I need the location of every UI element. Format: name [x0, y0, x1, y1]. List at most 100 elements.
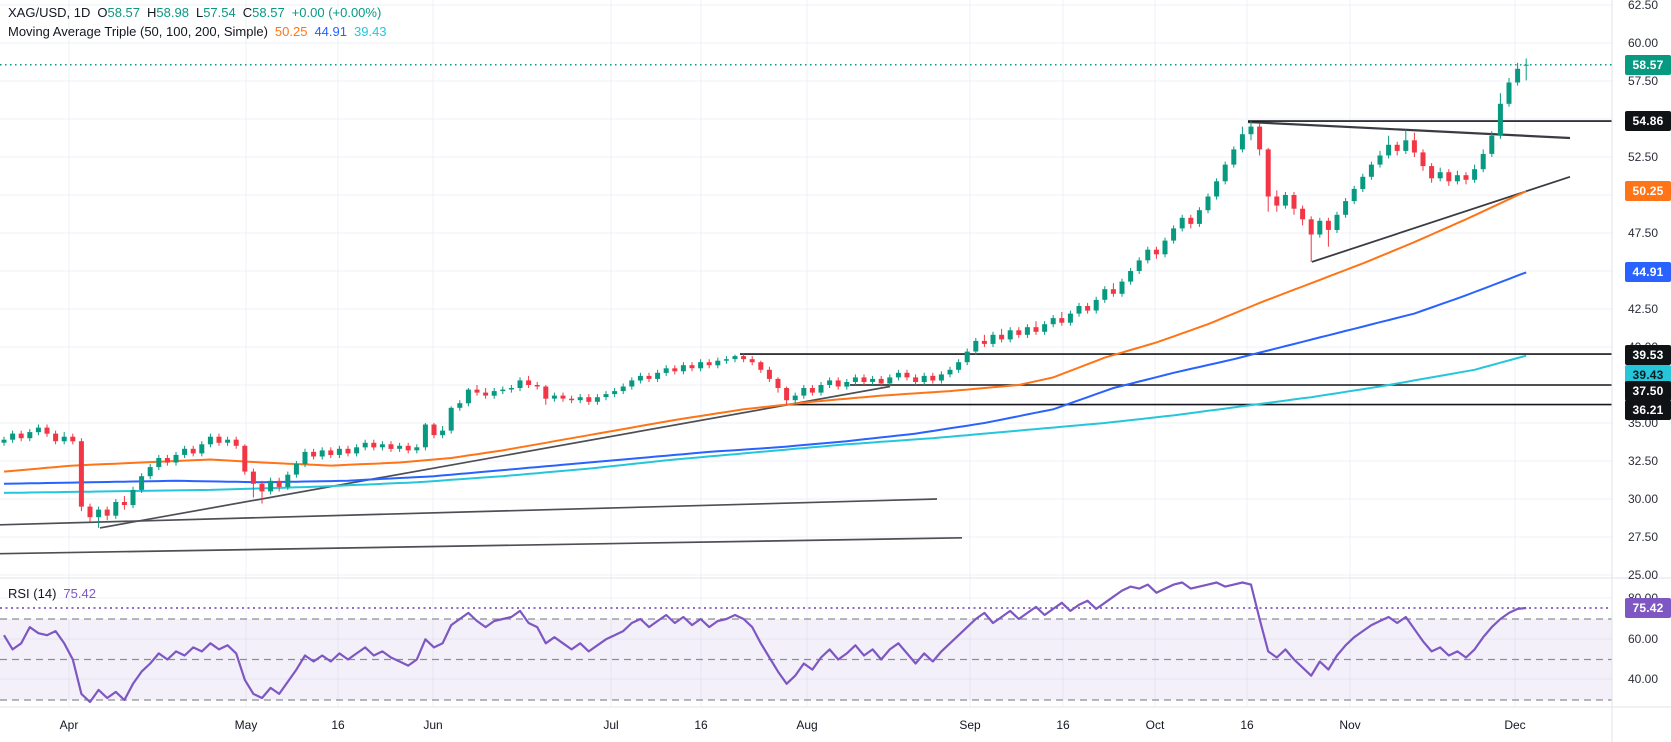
candle: [491, 391, 497, 396]
candle: [379, 444, 385, 448]
rsi-line: [3, 581, 1527, 704]
price-badge: 75.42: [1625, 598, 1671, 618]
candle: [560, 395, 566, 399]
candle: [792, 395, 798, 401]
candle: [732, 356, 738, 360]
price-badge: 54.86: [1625, 111, 1671, 131]
candle: [852, 377, 858, 382]
candle: [586, 397, 592, 402]
candle: [362, 442, 368, 448]
candle: [749, 359, 755, 363]
price-tick-label: 32.50: [1628, 454, 1659, 468]
candle: [1472, 169, 1478, 180]
candle: [964, 351, 970, 363]
time-axis-label: Jun: [423, 718, 443, 732]
candle: [225, 439, 231, 443]
candle: [1059, 318, 1065, 323]
candle: [345, 448, 351, 454]
candle: [1153, 249, 1159, 255]
candle: [1076, 306, 1082, 314]
candle: [1024, 327, 1030, 335]
candle: [311, 451, 317, 457]
time-axis-label: Dec: [1504, 718, 1526, 732]
candle: [173, 454, 179, 463]
candle: [1343, 201, 1349, 215]
candle: [53, 433, 59, 442]
candle: [465, 389, 471, 404]
ma-indicator-title[interactable]: Moving Average Triple (50, 100, 200, Sim…: [8, 24, 268, 39]
symbol-title[interactable]: XAG/USD, 1D: [8, 5, 91, 20]
ohlc-close: C58.57: [242, 5, 285, 20]
candle: [655, 372, 661, 379]
candle: [1420, 152, 1426, 167]
candle: [1437, 172, 1443, 179]
candle: [526, 380, 532, 385]
candle: [259, 483, 265, 492]
ma200-value: 39.43: [354, 24, 387, 39]
candle: [276, 480, 282, 487]
candle: [216, 436, 222, 443]
price-tick-label: 25.00: [1628, 568, 1659, 582]
candle: [1377, 155, 1383, 165]
candle: [1007, 330, 1013, 340]
candle: [723, 359, 729, 361]
time-axis-label: May: [234, 718, 258, 732]
candle: [689, 365, 695, 369]
rsi-title[interactable]: RSI (14): [8, 586, 57, 601]
candle: [78, 441, 84, 507]
ma-indicator-legend-row[interactable]: Moving Average Triple (50, 100, 200, Sim…: [8, 24, 387, 39]
candle: [10, 433, 16, 440]
candle: [637, 375, 643, 381]
price-badge: 39.53: [1625, 345, 1671, 365]
price-tick-label: 47.50: [1628, 226, 1659, 240]
candle: [121, 502, 127, 505]
candle: [1188, 217, 1194, 224]
candle: [1248, 126, 1254, 135]
candle: [999, 334, 1005, 340]
time-axis-label: 16: [694, 718, 708, 732]
candle: [895, 372, 901, 378]
candle: [207, 436, 213, 445]
candle: [1429, 166, 1435, 179]
ma200-line: [3, 354, 1527, 494]
candle: [285, 474, 291, 487]
candle: [457, 403, 463, 408]
ma100-value: 44.91: [314, 24, 347, 39]
symbol-legend-row[interactable]: XAG/USD, 1D O58.57 H58.98 L57.54 C58.57 …: [8, 5, 381, 20]
candle: [1351, 188, 1357, 202]
candle: [930, 375, 936, 381]
candle: [500, 389, 506, 392]
candle: [1042, 324, 1048, 332]
candle: [1308, 219, 1314, 235]
price-badge: 58.57: [1625, 55, 1671, 75]
candle: [1411, 140, 1417, 153]
rsi-value: 75.42: [63, 586, 96, 601]
candle: [1368, 164, 1374, 177]
candle: [190, 448, 196, 454]
ma100-line: [3, 271, 1527, 485]
candle: [551, 395, 557, 399]
trendline: [1311, 175, 1571, 263]
candle: [1239, 134, 1245, 150]
candle: [87, 506, 93, 518]
candle: [629, 380, 635, 387]
candle: [1085, 306, 1091, 311]
candle: [113, 502, 119, 516]
candle: [990, 334, 996, 344]
rsi-legend-row[interactable]: RSI (14) 75.42: [8, 586, 96, 601]
candle: [440, 430, 446, 436]
candle: [741, 356, 747, 360]
time-axis-label: Sep: [959, 718, 981, 732]
candle: [577, 397, 583, 401]
candle: [835, 380, 841, 387]
trendline: [99, 385, 891, 529]
candle: [1033, 327, 1039, 332]
candle: [1179, 217, 1185, 229]
candle: [474, 389, 480, 393]
candle: [758, 362, 764, 370]
candle: [1, 439, 7, 443]
rsi-tick-label: 60.00: [1628, 632, 1659, 646]
candle: [1171, 228, 1177, 241]
candle: [242, 445, 248, 472]
